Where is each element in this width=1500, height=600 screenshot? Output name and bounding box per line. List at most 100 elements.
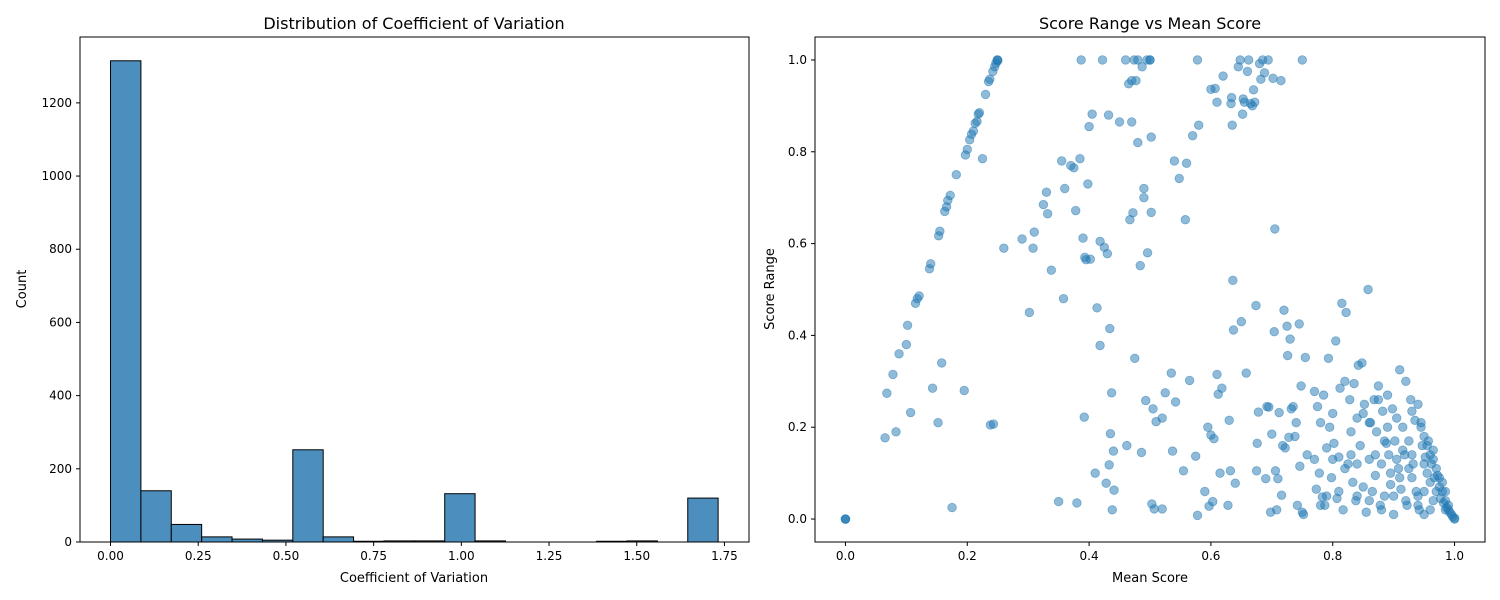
scatter-point [1187,131,1198,141]
scatter-point [1440,486,1451,497]
scatter-point [1169,156,1180,166]
scatter-point [1407,450,1417,460]
y-tick-label: 0.4 [788,328,807,342]
x-tick-label: 0.50 [273,549,300,563]
scatter-point [1101,478,1111,488]
scatter-point [999,243,1009,253]
scatter-point [1128,208,1138,218]
scatter-point [1388,491,1399,501]
scatter-point [840,514,851,524]
scatter-points [840,55,1460,524]
scatter-point [1358,408,1368,419]
scatter-x-axis-label: Mean Score [1112,571,1188,586]
scatter-point [901,339,912,350]
scatter-point [977,153,988,164]
x-tick-label: 0.4 [1080,549,1099,563]
scatter-point [902,320,913,331]
scatter-point [1215,468,1225,478]
scatter-point [985,74,995,84]
scatter-point [945,190,955,201]
scatter-point [1335,383,1345,393]
scatter-point [1069,163,1079,173]
scatter-point [1083,179,1093,189]
histogram-bar [444,493,476,543]
scatter-point [1288,401,1298,412]
scatter-point [1358,482,1368,492]
scatter-point [1428,495,1438,506]
scatter-point [1416,417,1426,428]
scatter-point [1276,490,1287,500]
scatter-point [1370,450,1381,460]
scatter-point [1133,55,1143,65]
scatter-point [1324,422,1335,432]
y-tick-label: 200 [49,462,72,476]
scatter-point [1070,205,1081,216]
scatter-point [1385,479,1396,490]
scatter-point [1346,450,1356,460]
scatter-point [968,126,979,136]
x-tick-label: 0.00 [97,549,124,563]
scatter-point [1146,207,1156,218]
scatter-point [914,291,924,301]
x-tick-label: 1.50 [623,549,650,563]
scatter-point [1170,397,1181,407]
scatter-point [927,383,938,393]
histogram-bar [110,60,142,543]
scatter-point [1105,428,1116,439]
scatter-point [1075,153,1085,164]
scatter-point [988,419,999,429]
y-tick-label: 1200 [41,96,72,110]
scatter-point [1273,473,1283,484]
scatter-point [1407,406,1417,416]
scatter-point [1373,381,1384,391]
scatter-point [1298,509,1309,520]
scatter-point [1363,284,1373,295]
scatter-point [1135,260,1145,271]
scatter-point [1235,55,1245,65]
scatter-point [1107,505,1117,515]
scatter-point [1323,353,1334,364]
scatter-point [1355,440,1365,451]
scatter-point [1210,83,1220,94]
scatter-point [1203,422,1213,432]
scatter-point [1391,454,1402,465]
scatter-point [1340,463,1350,474]
scatter-point [951,170,962,180]
scatter-point [1388,509,1399,520]
scatter-point [1225,466,1236,476]
x-tick-label: 0.6 [1201,549,1220,563]
scatter-point [1241,368,1251,378]
scatter-point [1141,395,1151,406]
scatter-point [1379,436,1390,446]
scatter-point [1137,62,1147,72]
scatter-point [1359,399,1370,409]
scatter-point [1194,120,1204,130]
scatter-point [1404,463,1414,474]
scatter-point [1398,422,1408,432]
scatter-y-axis-label: Score Range [763,248,778,330]
scatter-point [1263,55,1273,65]
scatter-point [1419,459,1429,469]
scatter-point [1212,369,1222,380]
scatter-point [1309,454,1320,465]
scatter-point [1328,454,1338,465]
scatter-point [1329,438,1339,448]
scatter-point [1072,498,1082,508]
y-tick-label: 600 [49,315,72,329]
y-tick-label: 1000 [41,169,72,183]
y-tick-label: 0.8 [788,145,807,159]
scatter-point [1395,473,1405,483]
scatter-point [1384,450,1394,460]
scatter-point [1370,470,1381,481]
scatter-point [1190,451,1201,461]
y-tick-label: 0 [64,535,72,549]
histogram-bar [687,497,719,543]
scatter-point [1127,117,1137,127]
scatter-point [1348,477,1358,488]
scatter-point [1142,248,1153,258]
scatter-point [1282,321,1292,331]
scatter-point [1060,183,1070,194]
scatter-point [1131,75,1141,86]
scatter-point [1269,327,1279,337]
scatter-point [926,259,936,269]
